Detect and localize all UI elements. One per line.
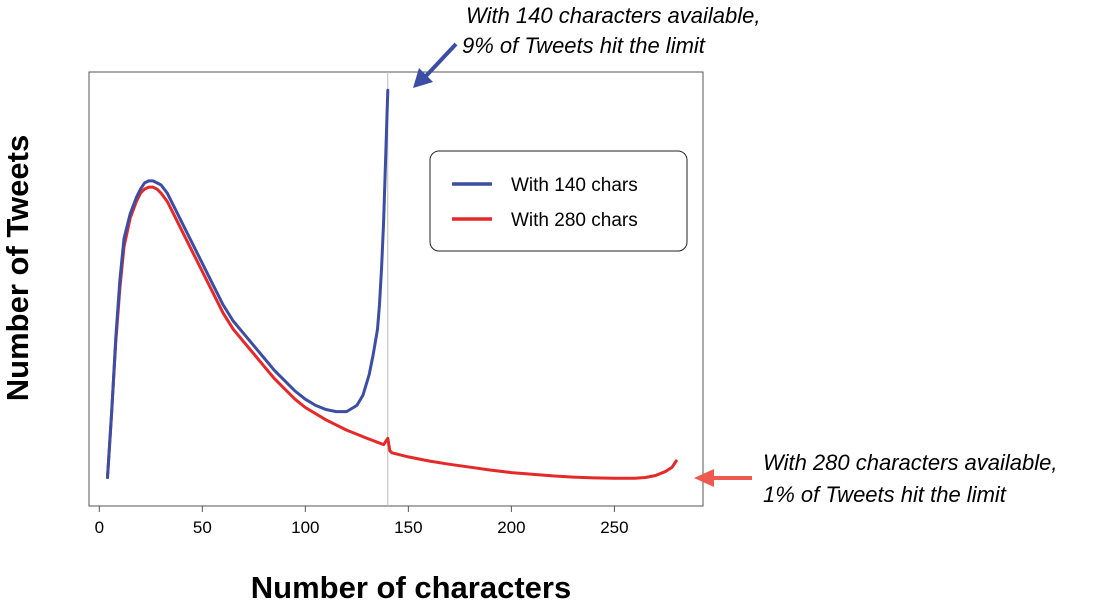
annotation-140-line2: 9% of Tweets hit the limit [462,33,706,58]
legend-box [429,150,688,252]
x-tick-label: 200 [497,518,525,537]
annotation-280-arrowhead [694,469,714,487]
x-tick-label: 250 [600,518,628,537]
x-tick-label: 150 [394,518,422,537]
annotation-140: With 140 characters available, 9% of Twe… [413,3,761,88]
legend-label-140: With 140 chars [511,175,638,196]
x-tick-label: 100 [291,518,319,537]
annotation-280-line2: 1% of Tweets hit the limit [763,482,1007,507]
annotation-140-arrow [424,42,458,78]
legend: With 140 chars With 280 chars [429,150,688,252]
x-tick-label: 0 [95,518,104,537]
plot-frame [88,71,704,507]
x-tick-label: 50 [193,518,212,537]
y-axis-title: Number of Tweets [0,135,35,401]
legend-label-280: With 280 chars [511,210,638,231]
x-axis-ticks: 0 50 100 150 200 250 [95,506,629,537]
x-axis-title: Number of characters [251,570,571,605]
annotation-280: With 280 characters available, 1% of Twe… [694,450,1058,507]
series-layer [106,88,678,480]
series-line-140 [106,88,390,479]
annotation-280-line1: With 280 characters available, [763,450,1058,475]
annotation-140-line1: With 140 characters available, [466,3,761,28]
series-line-280 [106,185,678,480]
annotation-140-arrowhead [413,68,433,88]
